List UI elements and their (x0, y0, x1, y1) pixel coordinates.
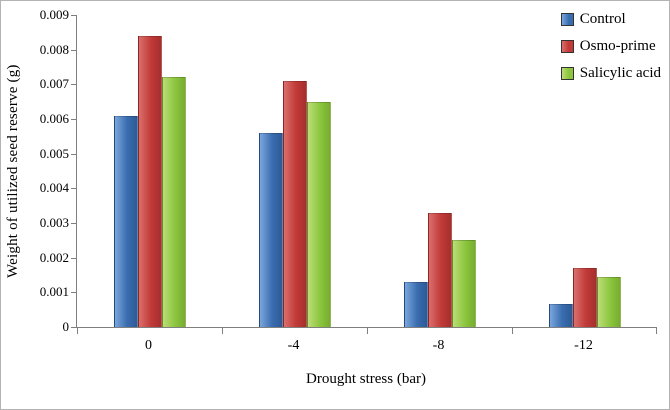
bar-control (258, 132, 283, 327)
y-tick-mark (71, 15, 77, 16)
legend-swatch (560, 40, 574, 53)
y-tick-label: 0.006 (39, 111, 69, 126)
bar-salicylic-acid (596, 276, 621, 327)
legend-label: Control (579, 11, 626, 27)
x-axis-labels: 0 -4 -8 -12 (76, 328, 656, 353)
legend-swatch (560, 13, 574, 26)
y-tick-mark (71, 84, 77, 86)
x-tick-mark (222, 328, 223, 334)
x-tick-label: -12 (574, 338, 593, 353)
legend-item-osmo-prime: Osmo-prime (560, 38, 661, 55)
bar-group (512, 15, 657, 327)
y-tick-mark (71, 223, 77, 224)
y-tick-label: 0.007 (39, 76, 69, 92)
bar-salicylic-acid (306, 101, 331, 327)
bar-group (367, 15, 512, 327)
bar-salicylic-acid (161, 77, 186, 327)
x-tick-label: -4 (287, 338, 300, 353)
bar-osmo-prime (137, 35, 162, 327)
y-tick-mark (71, 257, 77, 259)
y-tick-mark (71, 49, 77, 51)
y-axis-labels: 0 0.001 0.002 0.003 0.004 0.005 0.006 0.007 0.00… (27, 7, 69, 334)
x-tick-mark (512, 328, 513, 334)
legend: Control Osmo-prime Salicylic acid (558, 9, 663, 84)
bar-osmo-prime (282, 80, 307, 327)
x-tick-label: -8 (432, 338, 445, 353)
bar-group (222, 15, 367, 327)
x-tick-mark (656, 328, 657, 334)
bar-osmo-prime (572, 268, 597, 327)
y-tick-mark (71, 292, 77, 294)
bar-control (403, 281, 428, 327)
bar-osmo-prime (427, 212, 452, 327)
y-tick-mark (71, 327, 77, 328)
y-tick-label: 0.004 (39, 180, 69, 196)
bar-control (113, 115, 138, 327)
y-tick-label: 0.003 (39, 215, 69, 230)
x-axis-title: Drought stress (bar) (306, 371, 426, 387)
y-tick-mark (71, 188, 77, 190)
x-tick-mark (367, 328, 368, 334)
y-tick-label: 0.001 (39, 284, 69, 300)
y-tick-label: 0.009 (39, 7, 69, 22)
x-tick-mark (77, 328, 78, 334)
legend-item-salicylic-acid: Salicylic acid (560, 65, 661, 82)
bar-group (77, 15, 222, 327)
y-tick-label: 0.008 (39, 41, 69, 57)
y-axis-title: Weight of utilized seed reserve (g) (5, 64, 21, 278)
x-tick-label: 0 (145, 338, 152, 353)
bar-salicylic-acid (451, 240, 476, 327)
y-tick-label: 0.002 (39, 249, 69, 265)
legend-item-control: Control (560, 11, 661, 28)
y-tick-mark (71, 153, 77, 155)
y-tick-label: 0.005 (39, 145, 69, 161)
y-tick-mark (71, 119, 77, 120)
y-tick-label: 0 (62, 319, 70, 334)
legend-label: Osmo-prime (579, 38, 656, 54)
legend-swatch (560, 67, 574, 80)
legend-label: Salicylic acid (579, 65, 661, 81)
bar-control (548, 304, 573, 327)
